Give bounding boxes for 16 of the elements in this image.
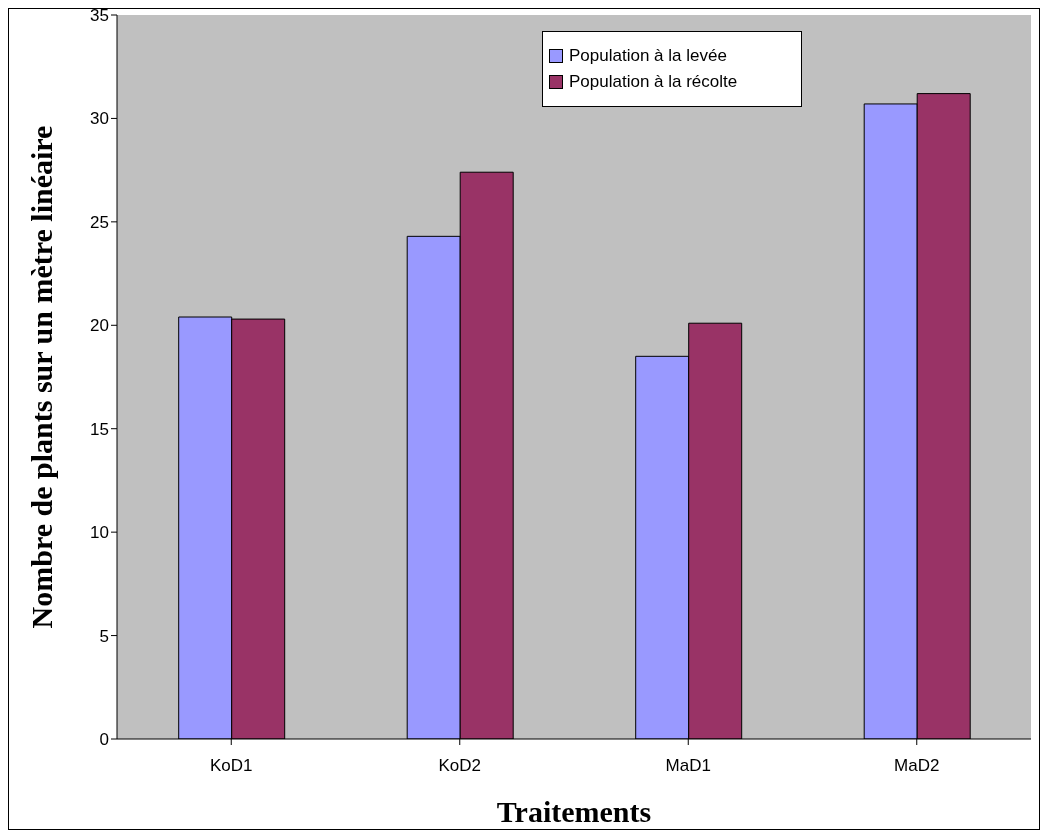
x-axis-title: Traitements [496,795,652,829]
x-tick-label: KoD2 [438,756,482,776]
legend-label: Population à la levée [569,46,727,66]
y-tick-label: 10 [90,523,109,543]
y-tick-label: 30 [90,109,109,129]
y-tick-label: 5 [99,626,109,646]
y-tick-label: 25 [90,212,109,232]
x-tick-label: MaD1 [665,756,711,776]
y-tick-label: 20 [90,316,109,336]
y-axis-title: Nombre de plants sur un mètre linéaire [24,125,58,629]
x-tick-label: KoD1 [209,756,253,776]
legend-label: Population à la récolte [569,72,738,92]
y-tick-label: 15 [90,419,109,439]
x-tick-label: MaD2 [894,756,940,776]
y-tick-label: 35 [90,6,109,26]
y-tick-label: 0 [99,730,109,750]
